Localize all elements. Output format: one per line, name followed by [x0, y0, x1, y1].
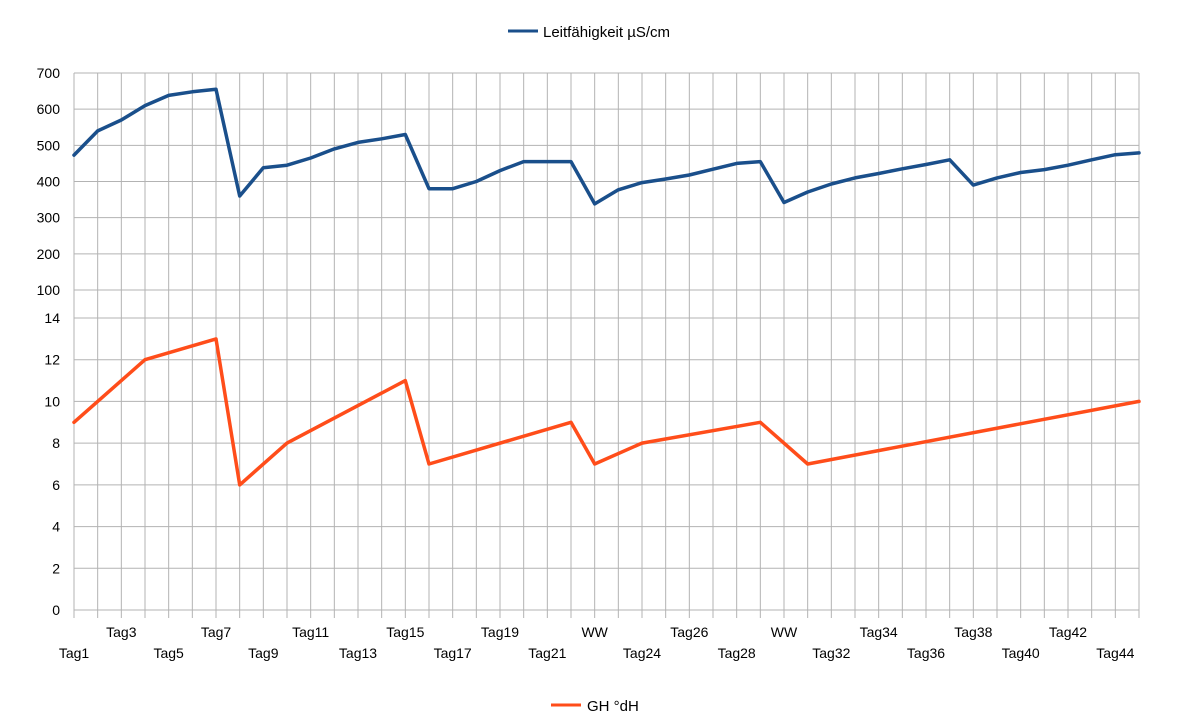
x-tick-label: Tag32: [812, 645, 850, 661]
series-line-leitfaehigkeit: [74, 89, 1139, 204]
y-tick-label-leitfaehigkeit: 700: [37, 65, 61, 81]
y-tick-label-leitfaehigkeit: 500: [37, 137, 61, 153]
y-tick-label-leitfaehigkeit: 300: [37, 210, 61, 226]
x-tick-label: Tag40: [1002, 645, 1040, 661]
y-tick-label-gh: 12: [44, 352, 60, 368]
series-line-gh: [74, 339, 1139, 485]
y-tick-label-gh: 10: [44, 393, 60, 409]
legend-bottom: GH °dH: [551, 698, 639, 715]
y-tick-label-gh: 0: [52, 602, 60, 618]
x-tick-label: Tag44: [1096, 645, 1134, 661]
x-tick-label: Tag1: [59, 645, 90, 661]
x-tick-label: Tag5: [153, 645, 184, 661]
legend-label-gh: GH °dH: [587, 698, 639, 715]
y-tick-label-gh: 6: [52, 477, 60, 493]
y-tick-label-gh: 14: [44, 310, 60, 326]
x-tick-label: Tag36: [907, 645, 945, 661]
x-tick-label: Tag9: [248, 645, 279, 661]
x-tick-label: Tag19: [481, 624, 519, 640]
x-tick-label: Tag7: [201, 624, 232, 640]
y-tick-label-gh: 4: [52, 519, 60, 535]
legend-label-leitfaehigkeit: Leitfähigkeit µS/cm: [543, 24, 670, 41]
tick-labels: 100 200 300 400 500 600 700 0 2 4 6 8 10 12 14 Tag1 Tag3…: [37, 65, 1135, 661]
y-tick-label-gh: 8: [52, 435, 60, 451]
grid: [74, 73, 1139, 610]
series: [74, 89, 1139, 485]
x-tick-label: Tag3: [106, 624, 137, 640]
x-tick-label: Tag13: [339, 645, 377, 661]
y-tick-label-leitfaehigkeit: 400: [37, 174, 61, 190]
axes: [74, 73, 1139, 618]
x-tick-label: Tag24: [623, 645, 661, 661]
x-tick-label: Tag42: [1049, 624, 1087, 640]
x-tick-label: WW: [771, 624, 798, 640]
x-tick-label: Tag15: [386, 624, 424, 640]
x-tick-label: WW: [581, 624, 608, 640]
x-tick-label: Tag38: [954, 624, 992, 640]
legend-top: Leitfähigkeit µS/cm: [508, 24, 670, 41]
x-tick-label: Tag34: [860, 624, 898, 640]
x-tick-label: Tag26: [670, 624, 708, 640]
x-tick-label: Tag21: [528, 645, 566, 661]
y-tick-label-leitfaehigkeit: 200: [37, 246, 61, 262]
y-tick-label-leitfaehigkeit: 100: [37, 282, 61, 298]
x-tick-label: Tag17: [434, 645, 472, 661]
y-tick-label-leitfaehigkeit: 600: [37, 101, 61, 117]
y-tick-label-gh: 2: [52, 560, 60, 576]
x-tick-label: Tag28: [718, 645, 756, 661]
x-tick-label: Tag11: [292, 624, 329, 640]
